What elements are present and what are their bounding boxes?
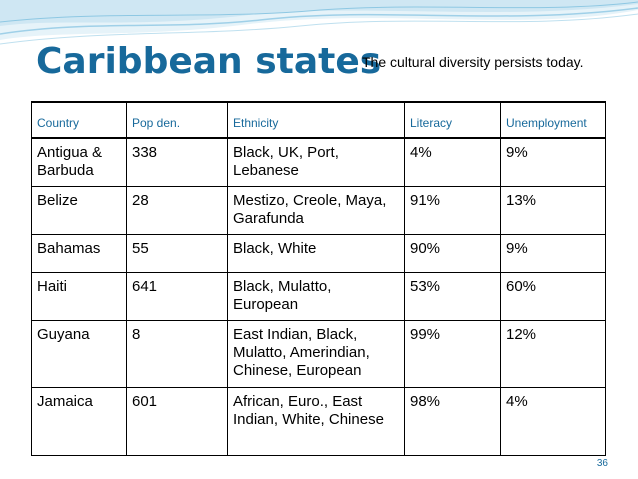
cell-pop-den: 55 [126, 233, 228, 273]
table-row: Jamaica 601 African, Euro., East Indian,… [31, 386, 606, 456]
cell-literacy: 90% [404, 233, 501, 273]
cell-unemployment: 4% [500, 386, 606, 456]
wave-band-mid [0, 0, 638, 26]
header-ethnicity: Ethnicity [227, 101, 405, 139]
header-country: Country [31, 101, 127, 139]
cell-ethnicity: African, Euro., East Indian, White, Chin… [227, 386, 405, 456]
cell-literacy: 91% [404, 185, 501, 235]
cell-unemployment: 12% [500, 319, 606, 388]
table-row: Bahamas 55 Black, White 90% 9% [31, 233, 606, 273]
table-row: Antigua & Barbuda 338 Black, UK, Port, L… [31, 137, 606, 187]
page-number: 36 [596, 458, 608, 469]
header-unemployment: Unemployment [500, 101, 606, 139]
caribbean-states-table: Country Pop den. Ethnicity Literacy Unem… [31, 101, 606, 456]
cell-literacy: 98% [404, 386, 501, 456]
table-header-row: Country Pop den. Ethnicity Literacy Unem… [31, 101, 606, 139]
cell-unemployment: 9% [500, 233, 606, 273]
wave-line-3 [0, 1, 638, 23]
cell-country: Bahamas [31, 233, 127, 273]
wave-line-2 [0, 13, 638, 45]
cell-ethnicity: Mestizo, Creole, Maya, Garafunda [227, 185, 405, 235]
cell-country: Haiti [31, 271, 127, 321]
cell-pop-den: 28 [126, 185, 228, 235]
cell-pop-den: 8 [126, 319, 228, 388]
header-pop-den: Pop den. [126, 101, 228, 139]
table-row: Belize 28 Mestizo, Creole, Maya, Garafun… [31, 185, 606, 235]
cell-unemployment: 9% [500, 137, 606, 187]
cell-country: Belize [31, 185, 127, 235]
table-row: Guyana 8 East Indian, Black, Mulatto, Am… [31, 319, 606, 388]
wave-line-1 [0, 7, 638, 35]
slide-title: Caribbean states [36, 41, 382, 82]
cell-country: Guyana [31, 319, 127, 388]
table-row: Haiti 641 Black, Mulatto, European 53% 6… [31, 271, 606, 321]
header-literacy: Literacy [404, 101, 501, 139]
cell-unemployment: 60% [500, 271, 606, 321]
cell-literacy: 4% [404, 137, 501, 187]
cell-ethnicity: East Indian, Black, Mulatto, Amerindian,… [227, 319, 405, 388]
slide-subtitle: The cultural diversity persists today. [362, 54, 584, 70]
cell-unemployment: 13% [500, 185, 606, 235]
cell-pop-den: 338 [126, 137, 228, 187]
cell-ethnicity: Black, White [227, 233, 405, 273]
cell-country: Antigua & Barbuda [31, 137, 127, 187]
cell-country: Jamaica [31, 386, 127, 456]
cell-literacy: 99% [404, 319, 501, 388]
cell-ethnicity: Black, UK, Port, Lebanese [227, 137, 405, 187]
cell-literacy: 53% [404, 271, 501, 321]
decorative-wave-banner [0, 0, 638, 45]
cell-pop-den: 601 [126, 386, 228, 456]
cell-pop-den: 641 [126, 271, 228, 321]
cell-ethnicity: Black, Mulatto, European [227, 271, 405, 321]
